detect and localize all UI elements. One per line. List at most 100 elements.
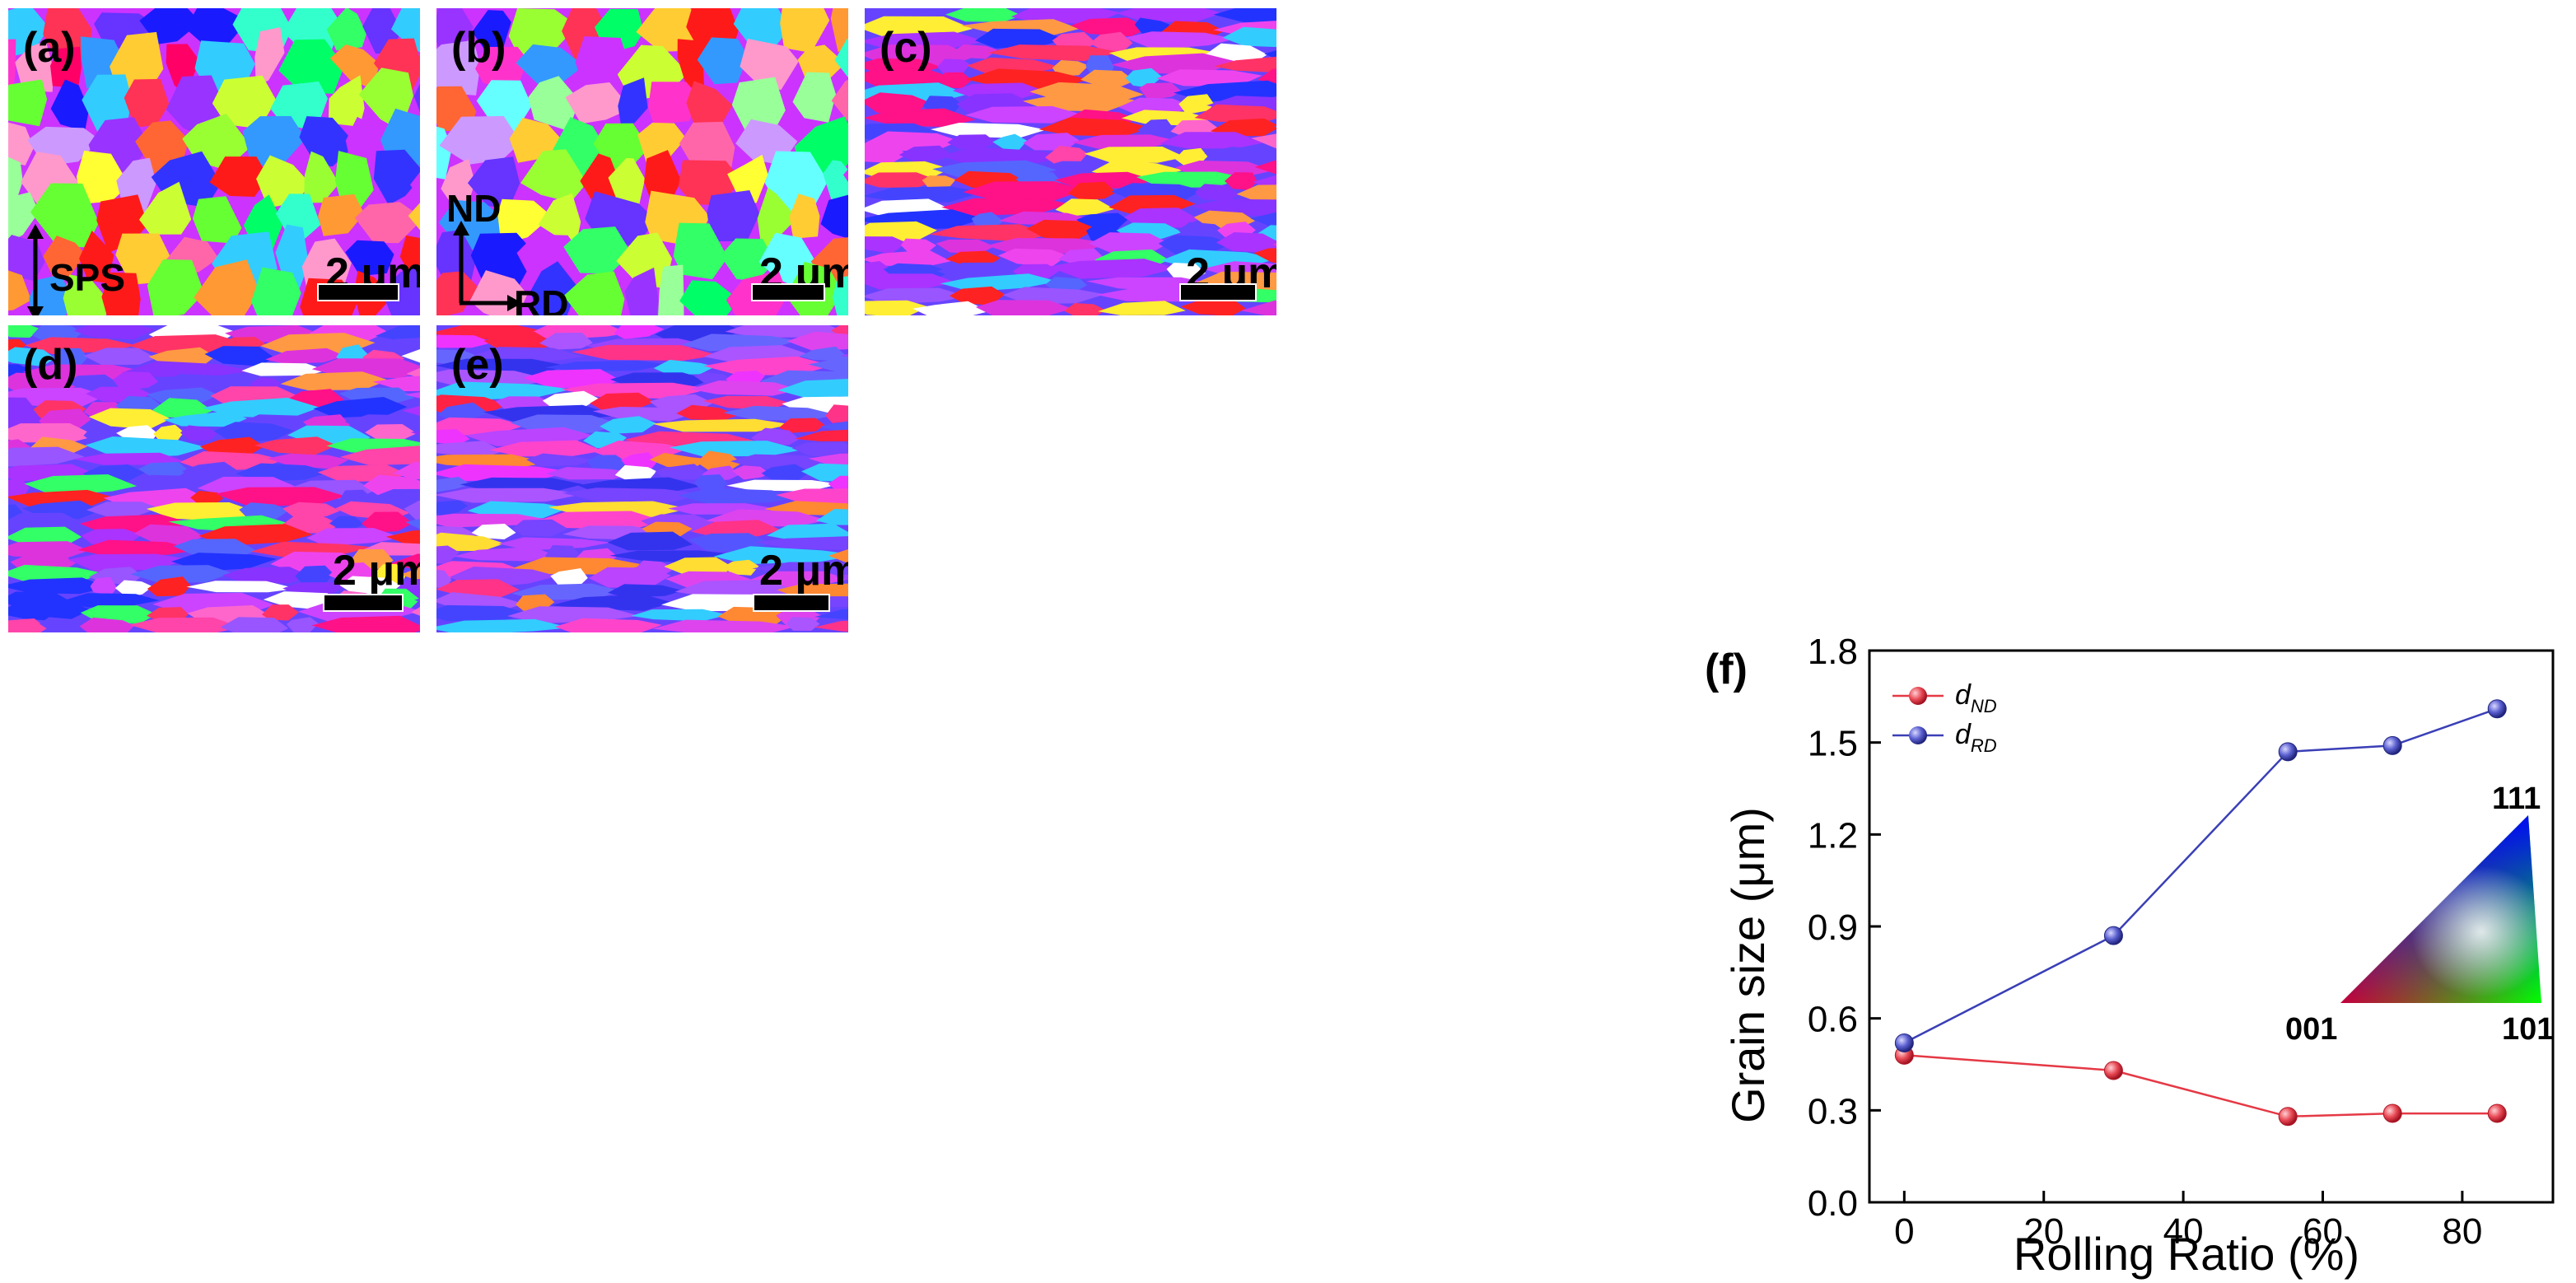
grain (436, 429, 470, 446)
grain (30, 183, 100, 248)
grain (820, 194, 848, 239)
grain (138, 462, 188, 479)
grain (8, 478, 30, 499)
grain (311, 615, 420, 632)
grain (79, 231, 114, 284)
grain (73, 452, 185, 465)
grain (940, 147, 1069, 167)
grain (1250, 212, 1276, 228)
grain (679, 280, 740, 315)
grain (865, 273, 957, 290)
grain (1158, 235, 1233, 255)
data-point-nd (2487, 1103, 2507, 1123)
ebsd-map-e: (e) 2 μm (436, 325, 848, 632)
rd-label: RD (514, 282, 569, 315)
grain (780, 8, 830, 54)
grain (720, 238, 776, 282)
grain (810, 237, 848, 286)
grain (757, 187, 798, 252)
panel-label-e: (e) (451, 341, 504, 389)
grain (767, 523, 848, 542)
grain (808, 356, 848, 375)
sps-label-text: SPS (49, 256, 126, 299)
grain (282, 502, 340, 520)
grain (24, 474, 138, 496)
grain (101, 272, 141, 315)
grain (1071, 134, 1177, 149)
grain (703, 395, 791, 410)
grain (313, 397, 408, 418)
grain (652, 619, 796, 632)
y-tick-label: 0.6 (1808, 1000, 1858, 1040)
grain (63, 274, 110, 315)
grain (653, 359, 716, 376)
ebsd-grain-map-e (436, 325, 848, 632)
grain (998, 248, 1068, 268)
grain (326, 8, 366, 51)
grain (51, 348, 88, 367)
grain (590, 392, 656, 411)
grain (1098, 301, 1186, 315)
grain (239, 502, 289, 520)
grain (152, 398, 212, 418)
scale-bar-c: 2 μm (1179, 252, 1276, 301)
grain (777, 379, 848, 398)
grain (523, 369, 622, 389)
grain (436, 500, 469, 516)
grain (436, 604, 530, 622)
grain (1070, 17, 1149, 37)
grain (865, 68, 958, 87)
grain (1180, 296, 1246, 315)
grain (931, 123, 1047, 138)
grain (655, 464, 708, 480)
y-tick-label: 1.5 (1808, 724, 1858, 764)
scale-bar-line-b (751, 283, 825, 301)
grain (652, 418, 791, 432)
grain (726, 479, 840, 492)
grain (520, 149, 587, 203)
grain (436, 477, 471, 492)
grain (414, 598, 420, 603)
grain (286, 617, 319, 632)
grain (439, 115, 521, 165)
grain (1160, 132, 1264, 149)
grain (193, 196, 242, 244)
grain (436, 441, 503, 458)
grain (786, 617, 820, 631)
grain (15, 40, 54, 92)
grain (1236, 184, 1276, 202)
grain (436, 618, 571, 632)
grain (512, 519, 568, 537)
grain (950, 286, 1006, 306)
grain (865, 250, 951, 267)
grain (832, 276, 848, 315)
grain (345, 116, 389, 169)
grain (1067, 181, 1117, 200)
grain (1125, 31, 1235, 50)
grain (1258, 68, 1276, 85)
grain (354, 202, 420, 244)
grain (686, 81, 733, 129)
plot-area: 0.0 0.3 0.6 0.9 1.2 1.5 1.8 0 20 40 60 80 (1808, 634, 2555, 1252)
grain (339, 446, 420, 465)
grain (588, 567, 671, 588)
data-point-rd (2382, 735, 2402, 755)
data-point-rd (1894, 1033, 1914, 1052)
grain (436, 230, 477, 283)
grain (697, 37, 749, 85)
ebsd-map-c: (c) 2 μm (865, 8, 1276, 315)
grain (565, 82, 632, 124)
grain (375, 325, 420, 343)
grain (538, 193, 581, 245)
grain (670, 441, 802, 457)
grain (114, 580, 153, 598)
grain (436, 545, 460, 565)
grain (865, 300, 929, 315)
grain (676, 404, 738, 421)
x-tick-label: 40 (2163, 1211, 2204, 1252)
legend-marker-rd (1909, 726, 1927, 744)
panel-label-a: (a) (23, 24, 76, 72)
scale-bar-line-d (323, 594, 404, 612)
grain (1222, 26, 1276, 48)
